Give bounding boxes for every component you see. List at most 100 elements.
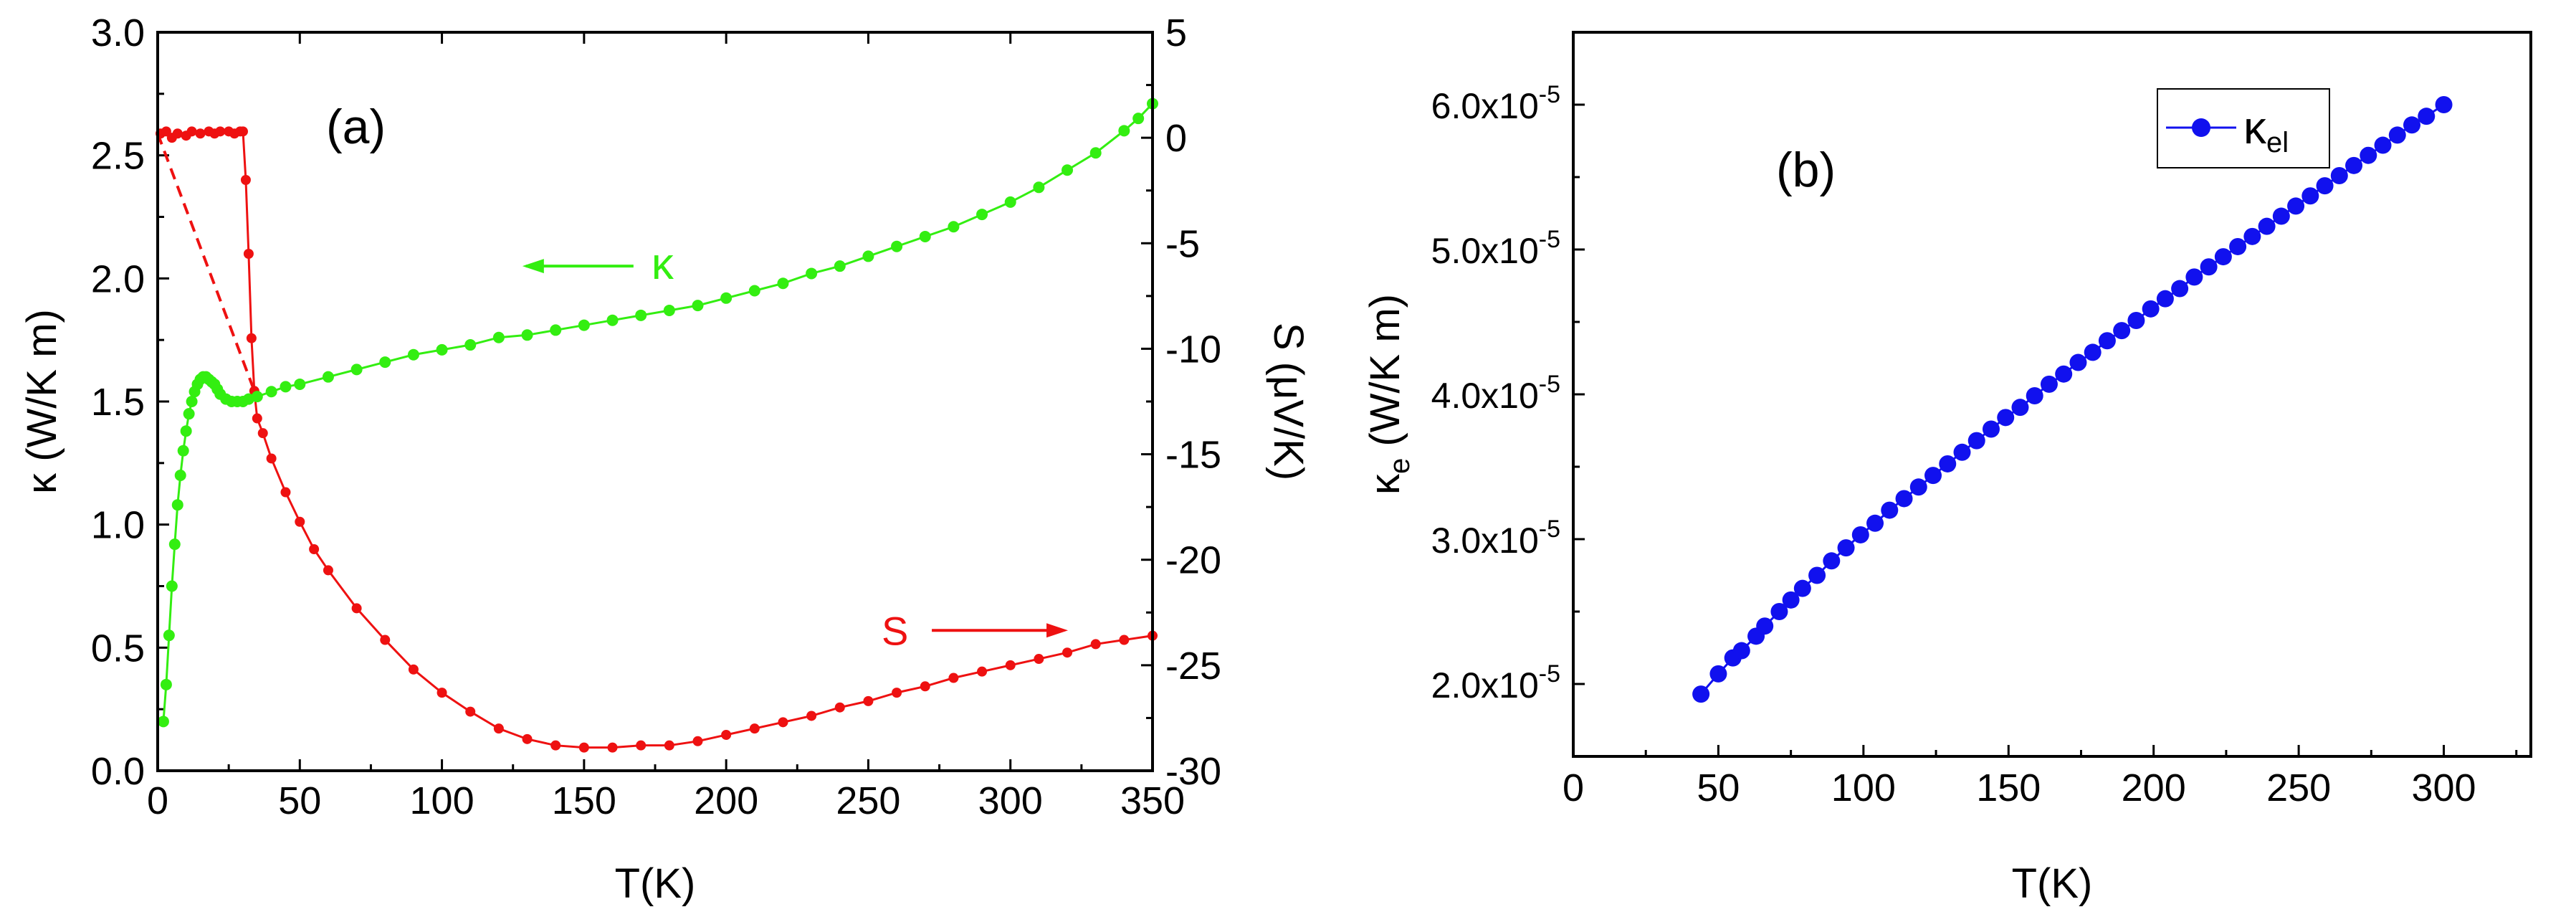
x-tick-label: 100 (410, 779, 474, 822)
s-data-point (636, 740, 647, 751)
kappa-el-data-point (2374, 136, 2392, 154)
x-tick-label: 100 (1831, 766, 1896, 809)
y-tick-label: 4.0x10-5 (1431, 371, 1560, 416)
kappa-el-data-point (2156, 290, 2174, 308)
kappa-data-point (777, 277, 789, 290)
kappa-data-point (948, 221, 960, 233)
kappa-el-data-point (2026, 387, 2043, 405)
kappa-el-data-point (2403, 116, 2421, 134)
y2-tick-label: 5 (1165, 11, 1187, 54)
panel-a-s-annotation: S (882, 608, 1069, 653)
y-tick-label: 0.0 (91, 750, 145, 793)
kappa-el-data-point (1924, 467, 1942, 485)
x-tick-label: 350 (1120, 779, 1185, 822)
panel-a-s-points (155, 126, 1158, 753)
s-data-point (237, 126, 248, 137)
s-data-point (493, 723, 504, 734)
kappa-data-point (550, 324, 562, 336)
s-data-point (186, 126, 197, 137)
kappa-el-data-point (1982, 420, 2000, 438)
panel-a-x-axis-label: T(K) (615, 860, 696, 907)
s-data-point (721, 729, 732, 740)
kappa-el-data-point (1997, 409, 2015, 427)
kappa-el-data-point (2098, 332, 2116, 350)
kappa-data-point (183, 408, 195, 420)
s-data-point (246, 333, 257, 343)
s-data-point (863, 695, 874, 706)
kappa-data-point (168, 538, 181, 551)
kappa-el-data-point (2127, 311, 2145, 329)
kappa-data-point (1118, 125, 1130, 137)
s-data-point (1119, 635, 1130, 645)
kappa-el-data-point (1793, 579, 1811, 597)
x-tick-label: 0 (1563, 766, 1584, 809)
kappa-data-point (1132, 113, 1145, 125)
s-data-point (1090, 639, 1101, 650)
s-data-point (280, 487, 291, 498)
panel-a-left-tick-labels: 0.0 0.5 1.0 1.5 2.0 2.5 3.0 (91, 11, 145, 793)
panel-a-label: (a) (326, 100, 386, 154)
panel-b-y-axis-label: κe (W/K m) (1362, 294, 1416, 495)
s-data-point (749, 723, 760, 734)
y2-tick-label: -10 (1165, 328, 1221, 371)
kappa-data-point (322, 371, 334, 383)
panel-b-ticks (1572, 31, 2518, 758)
kappa-data-point (663, 304, 675, 316)
kappa-data-point (635, 309, 647, 321)
kappa-data-point (163, 629, 175, 642)
s-data-point (257, 428, 268, 439)
kappa-data-point (748, 285, 760, 297)
kappa-data-point (166, 580, 178, 592)
kappa-el-data-point (1837, 539, 1855, 557)
s-data-point (323, 565, 333, 576)
kappa-data-point (186, 396, 198, 407)
panel-b: 2.0x10-5 3.0x10-5 4.0x10-5 5.0x10-5 6.0x10-5… (1362, 31, 2532, 907)
legend-label: κel (2243, 102, 2289, 158)
s-data-point (977, 666, 988, 677)
kappa-el-data-point (2055, 365, 2073, 383)
kappa-data-point (606, 314, 619, 326)
s-data-point (465, 706, 476, 717)
kappa-annotation-label: κ (652, 239, 674, 289)
kappa-el-data-point (2214, 248, 2232, 266)
kappa-el-data-point (1709, 665, 1727, 683)
s-data-point (778, 717, 788, 728)
x-tick-label: 300 (978, 779, 1043, 822)
kappa-data-point (834, 260, 846, 272)
kappa-data-point (919, 230, 931, 242)
s-data-point (892, 688, 902, 698)
x-tick-label: 250 (2266, 766, 2331, 809)
s-data-point (309, 544, 320, 554)
s-data-point (195, 128, 206, 139)
s-data-point (172, 128, 183, 139)
kappa-el-data-point (2258, 217, 2276, 235)
s-data-point (1034, 654, 1044, 665)
panel-b-y-tick-labels: 2.0x10-5 3.0x10-5 4.0x10-5 5.0x10-5 6.0x10-5 (1431, 81, 1560, 705)
kappa-data-point (720, 292, 733, 304)
kappa-el-data-point (2069, 353, 2087, 371)
kappa-data-point (407, 348, 419, 361)
kappa-el-data-point (1756, 617, 1774, 635)
kappa-el-data-point (1692, 685, 1710, 703)
kappa-data-point (521, 329, 533, 341)
y-tick-label: 1.0 (91, 504, 145, 547)
panel-a-y-axis-label: κ (W/K m) (19, 309, 65, 494)
legend-marker-icon (2192, 118, 2210, 137)
kappa-data-point (174, 470, 186, 481)
y-tick-label: 2.5 (91, 135, 145, 178)
s-data-point (380, 635, 391, 645)
panel-a-right-tick-labels: 5 0 -5 -10 -15 -20 -25 -30 (1165, 11, 1221, 793)
kappa-el-data-point (2345, 156, 2363, 174)
s-data-point (252, 413, 262, 424)
kappa-el-data-point (1939, 455, 1957, 472)
kappa-el-data-point (2272, 207, 2290, 225)
kappa-data-point (464, 339, 477, 351)
panel-b-label: (b) (1776, 143, 1836, 197)
kappa-data-point (891, 240, 903, 252)
kappa-el-data-point (2171, 280, 2189, 298)
kappa-el-data-point (1881, 501, 1899, 519)
s-data-point (692, 736, 703, 746)
panel-a: 0.00.51.01.52.02.53.0 50-5-10-15-20-25-3… (19, 11, 1312, 907)
kappa-data-point (379, 356, 391, 369)
